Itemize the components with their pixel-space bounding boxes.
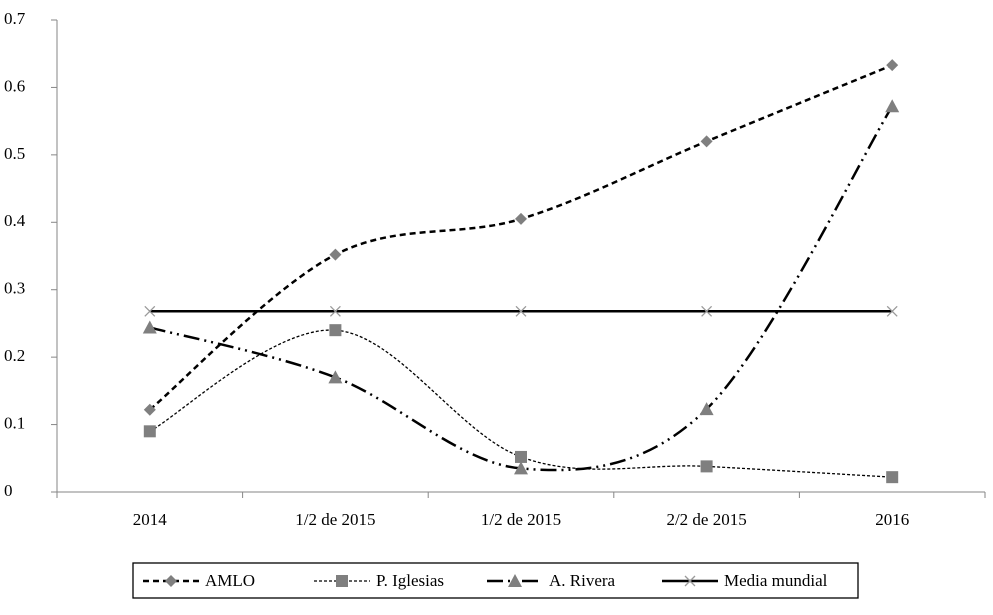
data-point [886,471,899,484]
series-line [149,105,894,472]
data-point [329,248,342,261]
data-point [886,59,899,72]
data-point [143,403,156,416]
data-point [515,305,527,317]
data-point [885,99,900,113]
data-point [515,450,527,463]
x-tick-label: 2014 [133,510,168,529]
data-point [144,305,156,317]
legend-label: Media mundial [724,571,828,590]
data-point [514,461,528,475]
y-tick-label: 0 [4,481,13,500]
legend-marker [165,575,177,587]
data-point [328,370,343,384]
data-point [699,402,714,416]
legend-marker [684,575,696,587]
y-tick-label: 0.5 [4,144,25,163]
legend-marker [336,575,348,587]
data-point [700,135,713,148]
y-tick-label: 0.1 [4,413,25,432]
legend-label: AMLO [205,571,255,590]
data-point [143,425,156,438]
y-tick-label: 0.6 [4,76,25,95]
data-point [886,305,898,317]
data-point [700,460,713,473]
legend-marker [508,574,522,587]
y-tick-label: 0.3 [4,279,25,298]
data-point [329,305,341,317]
data-point [515,212,527,225]
legend-label: P. Iglesias [376,571,444,590]
x-tick-label: 1/2 de 2015 [481,510,561,529]
series-line [148,64,893,411]
legend: AMLO P. Iglesias A. Rivera Media mundial [132,562,859,599]
legend-label: A. Rivera [549,571,616,590]
x-tick-label: 1/2 de 2015 [295,510,375,529]
x-tick-label: 2016 [875,510,909,529]
data-point [329,324,342,337]
y-tick-label: 0.7 [4,9,26,28]
series-line [149,329,893,478]
y-tick-label: 0.2 [4,346,25,365]
data-point [701,305,713,317]
y-tick-label: 0.4 [4,211,26,230]
data-point [142,320,157,334]
x-tick-label: 2/2 de 2015 [666,510,746,529]
